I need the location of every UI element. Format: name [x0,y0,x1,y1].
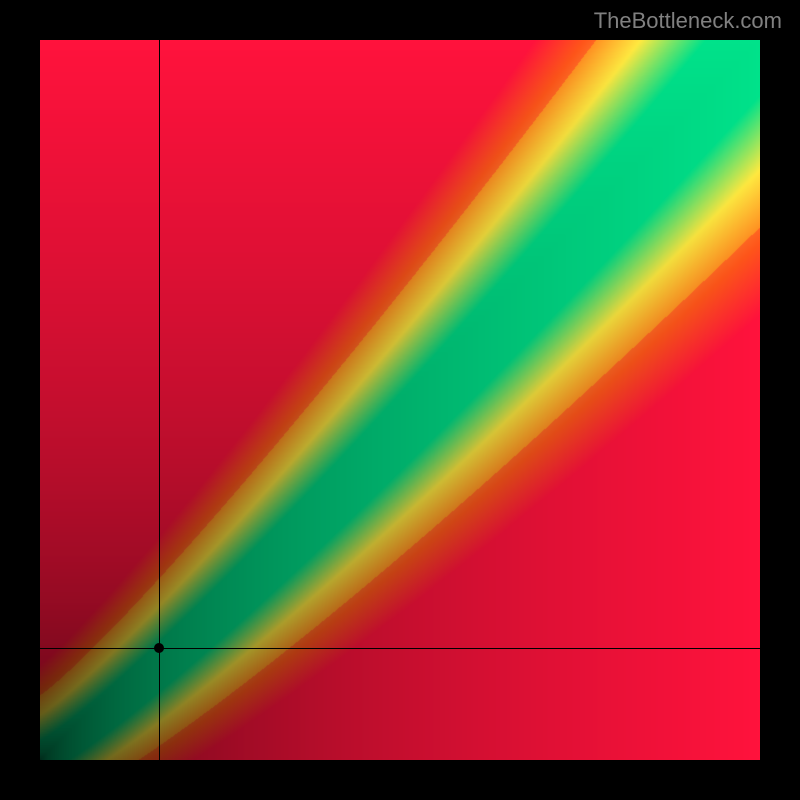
crosshair-marker [154,643,164,653]
heatmap-canvas [40,40,760,760]
crosshair-horizontal [40,648,760,649]
heatmap-plot [40,40,760,760]
watermark-text: TheBottleneck.com [594,8,782,34]
